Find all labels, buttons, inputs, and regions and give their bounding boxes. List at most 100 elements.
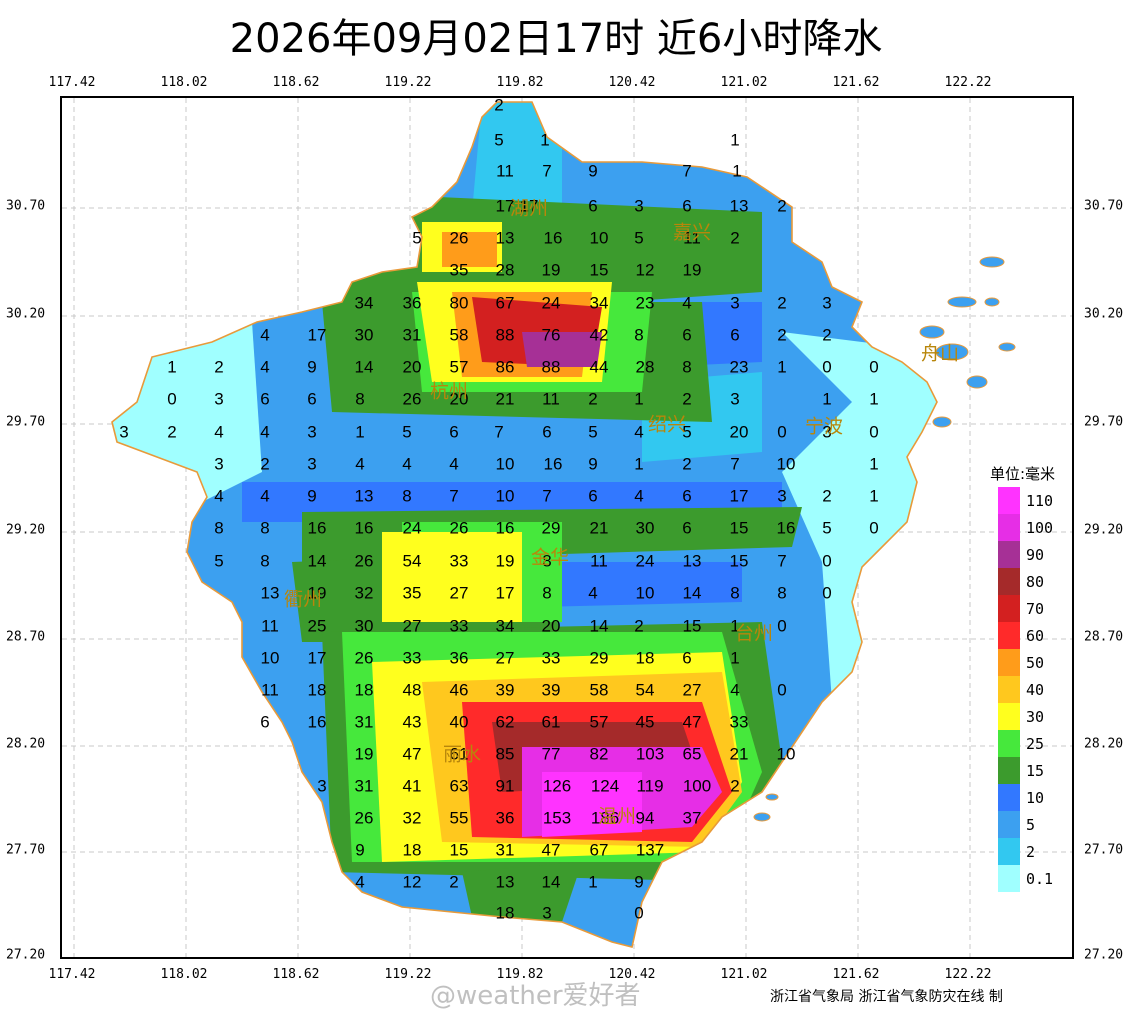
rainfall-value: 20 xyxy=(403,357,422,376)
rainfall-value: 0 xyxy=(869,357,878,376)
rainfall-value: 57 xyxy=(450,357,469,376)
rainfall-value: 40 xyxy=(450,712,469,731)
rainfall-value: 2 xyxy=(777,196,786,215)
rainfall-value: 17 xyxy=(308,325,327,344)
rainfall-value: 14 xyxy=(683,583,702,602)
rainfall-value: 14 xyxy=(355,357,374,376)
rainfall-value: 1 xyxy=(822,389,831,408)
rainfall-value: 3 xyxy=(822,422,831,441)
rainfall-value: 0 xyxy=(869,422,878,441)
lat-tick-right: 28.20 xyxy=(1084,736,1124,752)
lat-tick-right: 30.20 xyxy=(1084,306,1124,322)
rainfall-value: 27 xyxy=(403,616,422,635)
rainfall-value: 4 xyxy=(682,293,691,312)
rainfall-value: 0 xyxy=(822,357,831,376)
rainfall-value: 1 xyxy=(634,454,643,473)
rainfall-value: 20 xyxy=(730,422,749,441)
lon-tick-top: 120.42 xyxy=(608,75,656,90)
rainfall-value: 4 xyxy=(214,486,223,505)
rainfall-value: 16 xyxy=(308,712,327,731)
rainfall-value: 32 xyxy=(355,583,374,602)
legend-label: 5 xyxy=(1026,815,1036,834)
rainfall-value: 1 xyxy=(167,357,176,376)
rainfall-value: 4 xyxy=(260,422,269,441)
rainfall-value: 10 xyxy=(496,454,515,473)
rainfall-value: 12 xyxy=(403,872,422,891)
rainfall-value: 30 xyxy=(636,518,655,537)
rainfall-value: 10 xyxy=(496,486,515,505)
rainfall-value: 103 xyxy=(636,744,664,763)
rainfall-value: 10 xyxy=(777,454,796,473)
rainfall-value: 11 xyxy=(261,680,279,699)
rainfall-value: 16 xyxy=(355,518,374,537)
rainfall-value: 15 xyxy=(450,840,469,859)
rainfall-station-values: 25 1 111 7 9 7 117 17 6 3 6 13 25 26 13 16 10 5 11 235 28 19 1… xyxy=(119,98,878,922)
rainfall-value: 4 xyxy=(260,486,269,505)
lon-tick-bottom: 121.62 xyxy=(832,967,880,982)
rainfall-value: 4 xyxy=(260,357,269,376)
lat-tick-right: 28.70 xyxy=(1084,629,1124,645)
rainfall-value: 4 xyxy=(449,454,458,473)
lat-tick-left: 28.70 xyxy=(6,629,46,645)
rainfall-value: 16 xyxy=(308,518,327,537)
rainfall-value: 6 xyxy=(307,389,316,408)
rainfall-value: 33 xyxy=(730,712,749,731)
rainfall-value: 80 xyxy=(450,293,469,312)
rainfall-value: 6 xyxy=(682,196,691,215)
rainfall-value: 9 xyxy=(634,872,643,891)
rainfall-value: 0 xyxy=(634,903,643,922)
rainfall-value: 36 xyxy=(496,808,515,827)
rainfall-value: 23 xyxy=(636,293,655,312)
rainfall-value: 5 xyxy=(822,518,831,537)
legend-label: 100 xyxy=(1026,518,1054,537)
rainfall-value: 33 xyxy=(542,648,561,667)
rainfall-value: 2 xyxy=(730,228,739,247)
legend-label: 60 xyxy=(1026,626,1045,645)
city-label: 杭州 xyxy=(430,381,468,403)
legend-swatch xyxy=(998,487,1020,514)
rainfall-value: 8 xyxy=(777,583,786,602)
rainfall-value: 77 xyxy=(542,744,561,763)
rainfall-value: 88 xyxy=(542,357,561,376)
rainfall-value: 8 xyxy=(542,583,551,602)
rainfall-value: 10 xyxy=(261,648,280,667)
rainfall-value: 4 xyxy=(402,454,411,473)
rainfall-value: 46 xyxy=(450,680,469,699)
rainfall-value: 12 xyxy=(636,260,655,279)
rainfall-value: 8 xyxy=(542,551,551,570)
legend-label: 70 xyxy=(1026,599,1045,618)
rainfall-value: 88 xyxy=(496,325,515,344)
rainfall-value: 4 xyxy=(588,583,597,602)
lat-tick-left: 27.70 xyxy=(6,842,46,858)
rainfall-value: 124 xyxy=(591,776,619,795)
rainfall-value: 7 xyxy=(494,422,503,441)
rainfall-value: 58 xyxy=(450,325,469,344)
rainfall-value: 9 xyxy=(307,357,316,376)
rainfall-value: 1 xyxy=(355,422,364,441)
rainfall-value: 6 xyxy=(730,325,739,344)
city-label: 舟山 xyxy=(921,343,959,365)
legend-label: 15 xyxy=(1026,761,1045,780)
rainfall-value: 3 xyxy=(634,196,643,215)
rainfall-value: 13 xyxy=(496,872,515,891)
rainfall-value: 2 xyxy=(167,422,176,441)
lon-tick-bottom: 120.42 xyxy=(608,967,656,982)
city-label: 衢州 xyxy=(284,589,322,611)
rainfall-value: 10 xyxy=(636,583,655,602)
rainfall-value: 16 xyxy=(496,518,515,537)
rainfall-value: 17 xyxy=(496,196,515,215)
legend-label: 0.1 xyxy=(1026,869,1054,888)
rainfall-value: 2 xyxy=(730,776,739,795)
rainfall-value: 24 xyxy=(636,551,655,570)
legend-swatch xyxy=(998,703,1020,730)
rainfall-value: 9 xyxy=(355,840,364,859)
legend-swatch xyxy=(998,676,1020,703)
rainfall-value: 28 xyxy=(636,357,655,376)
rainfall-value: 5 xyxy=(402,422,411,441)
legend-label: 50 xyxy=(1026,653,1045,672)
rainfall-value: 18 xyxy=(355,680,374,699)
lon-tick-top: 121.02 xyxy=(720,75,768,90)
city-label: 金华 xyxy=(531,547,569,569)
rainfall-value: 5 xyxy=(634,228,643,247)
rainfall-value: 24 xyxy=(542,293,561,312)
